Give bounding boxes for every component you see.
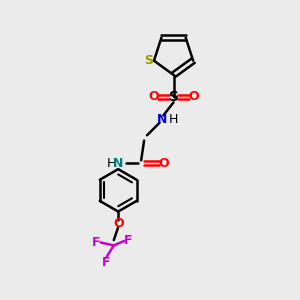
Text: O: O (148, 91, 159, 103)
Text: F: F (92, 236, 100, 249)
Text: O: O (158, 157, 169, 170)
Text: S: S (144, 54, 153, 67)
Text: H: H (106, 157, 116, 170)
Text: N: N (157, 112, 167, 126)
Text: N: N (113, 157, 123, 170)
Text: S: S (169, 90, 178, 104)
Text: O: O (113, 217, 124, 230)
Text: H: H (169, 112, 178, 126)
Text: F: F (102, 256, 111, 269)
Text: F: F (124, 235, 133, 248)
Text: O: O (188, 91, 199, 103)
